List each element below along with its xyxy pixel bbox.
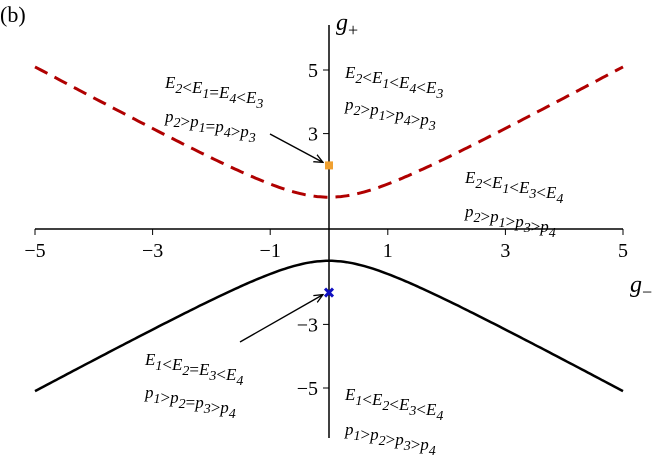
annotation-energy-order: E2<E1=E4<E3 [164,73,263,112]
x-tick-label: −5 [24,240,45,262]
x-tick-label: 3 [500,240,510,262]
annotation-energy-order: E2<E1<E3<E4 [464,168,563,207]
annotation-arrow [239,295,323,343]
annotation-energy-order: E1<E2=E3<E4 [144,350,243,389]
y-tick-label: −3 [297,314,318,336]
annotation-momentum-order: p1>p2=p3>p4 [144,383,236,422]
annotation-momentum-order: p2>p1=p4>p3 [164,107,256,146]
point-marker-x [323,287,335,298]
x-axis-label: g− [630,272,652,302]
y-tick-label: 5 [308,60,318,82]
annotation-arrow [269,133,323,162]
x-tick-label: −3 [142,240,163,262]
series-1-line [34,65,624,199]
y-tick-label: 3 [308,124,318,146]
annotation-energy-order: E2<E1<E4<E3 [344,63,443,102]
marker-stroke [323,287,335,298]
x-tick-label: −1 [260,240,281,262]
y-axis-label: g+ [336,10,358,40]
x-tick-label: 5 [618,240,628,262]
point-marker-square [325,161,333,170]
x-tick-label: 1 [383,240,393,262]
series-2-line [34,259,624,393]
panel-label: (b) [0,2,26,27]
annotation-momentum-order: p1>p2>p3>p4 [344,420,436,459]
annotation-energy-order: E1<E2<E3<E4 [344,385,443,424]
annotation-momentum-order: p2>p1>p4>p3 [344,95,436,134]
y-tick-label: −5 [297,378,318,400]
annotation-momentum-order: p2>p1>p3>p4 [464,202,556,241]
